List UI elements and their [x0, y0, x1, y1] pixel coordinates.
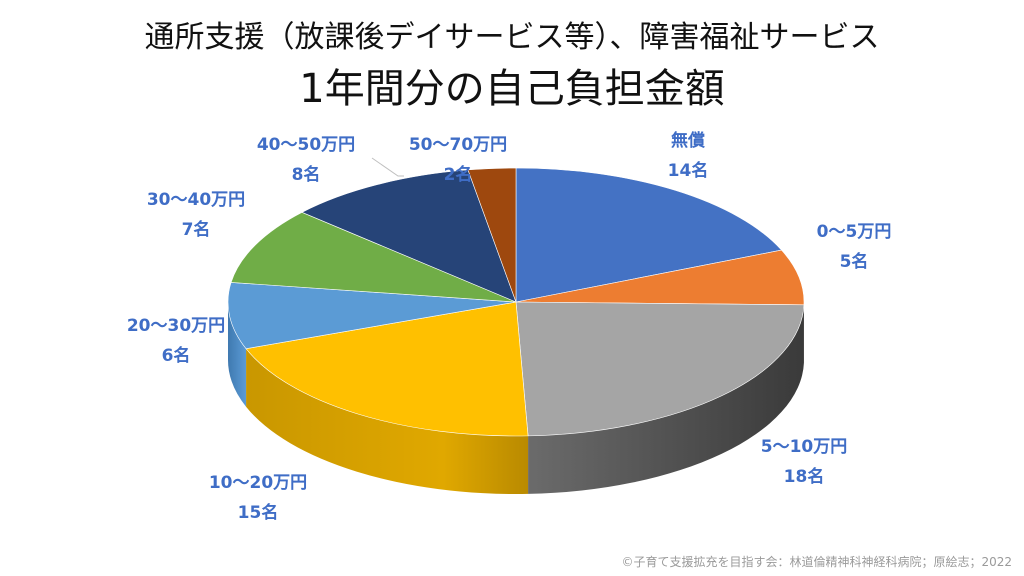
slice-label-2: 5〜10万円: [761, 437, 848, 457]
pie-slice-5: [230, 212, 517, 303]
pie-side-2: [528, 304, 804, 494]
pie-slices: [227, 167, 805, 437]
pie-side-walls: [228, 302, 804, 494]
slice-count-7: 2名: [444, 164, 473, 185]
pie-slice-6: [301, 169, 517, 303]
slice-count-4: 6名: [162, 345, 191, 366]
slice-count-6: 8名: [292, 164, 321, 185]
pie-labels: 無償 14名 0〜5万円 5名 5〜10万円 18名 10〜20万円 15名 20〜30万円 6名…: [127, 130, 892, 523]
slice-label-4: 20〜30万円: [127, 316, 225, 336]
pie-slice-1: [515, 249, 805, 306]
pie-side-4: [228, 302, 247, 407]
slice-label-5: 30〜40万円: [147, 190, 245, 210]
pie-slice-4: [227, 282, 517, 350]
pie-slice-2: [515, 301, 805, 437]
pie-slice-3: [245, 301, 529, 437]
slice-count-0: 14名: [668, 160, 709, 181]
credit-text: ©子育て支援拡充を目指す会：林道倫精神科神経科病院；原絵志；2022: [621, 555, 1012, 569]
slice-label-1: 0〜5万円: [817, 222, 892, 242]
slice-count-5: 7名: [182, 219, 211, 240]
slice-label-3: 10〜20万円: [209, 473, 307, 493]
slice-label-0: 無償: [671, 130, 705, 151]
pie-side-3: [246, 348, 529, 494]
slice-count-2: 18名: [784, 466, 825, 487]
leader-line: [371, 157, 404, 177]
chart-title: 通所支援（放課後デイサービス等）、障害福祉サービス: [144, 20, 880, 55]
pie-slice-7: [467, 167, 517, 303]
slice-count-1: 5名: [840, 251, 869, 272]
slice-label-7: 50〜70万円: [409, 135, 507, 155]
slice-count-3: 15名: [238, 502, 279, 523]
chart-subtitle: 1年間分の自己負担金額: [299, 66, 725, 112]
slice-label-6: 40〜50万円: [257, 135, 355, 155]
pie-slice-0: [515, 167, 783, 303]
